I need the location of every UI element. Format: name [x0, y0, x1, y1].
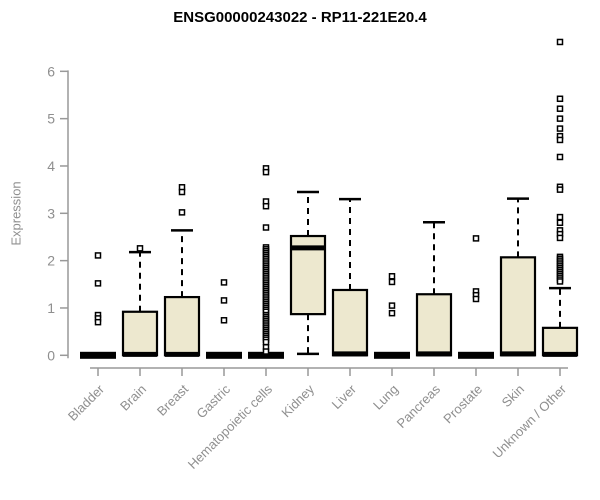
outlier-point [472, 235, 480, 242]
chart-title: ENSG00000243022 - RP11-221E20.4 [173, 9, 427, 26]
x-tick-label-skin: Skin [499, 382, 527, 410]
outlier-point [262, 348, 270, 355]
outlier-point [556, 115, 564, 122]
box-body [331, 288, 369, 357]
outlier-point [388, 273, 396, 280]
box-bladder [80, 252, 116, 359]
outlier-point [136, 245, 144, 252]
box-brain [121, 245, 159, 357]
flat-box [248, 351, 284, 359]
y-tick-label: 3 [47, 205, 55, 221]
box-unknown-other [541, 38, 579, 357]
y-tick-label: 1 [47, 300, 55, 316]
outlier-point [388, 278, 396, 286]
box-body [415, 293, 453, 357]
box-skin [499, 197, 537, 357]
outlier-point [220, 297, 228, 304]
x-tick-label-pancreas: Pancreas [394, 381, 444, 431]
box-body [541, 326, 579, 357]
box-kidney [289, 190, 327, 356]
outlier-point [262, 338, 270, 346]
outlier-point [556, 186, 564, 193]
outlier-point [388, 309, 396, 317]
x-tick-label-lung: Lung [370, 382, 401, 413]
outlier-point [556, 213, 564, 221]
y-axis: 0 1 2 3 4 5 6 [47, 63, 69, 363]
outlier-point [388, 302, 396, 309]
outlier-point [556, 234, 564, 242]
x-tick-label-kidney: Kidney [278, 381, 317, 420]
box-gastric [206, 279, 242, 359]
box-liver [331, 197, 369, 357]
outlier-point [556, 125, 564, 132]
box-body [121, 310, 159, 357]
x-tick-label-unknown-other: Unknown / Other [490, 381, 570, 461]
flat-box [458, 351, 494, 359]
outlier-point [178, 209, 186, 216]
box-body [499, 256, 537, 357]
outlier-point [556, 105, 564, 112]
outlier-point [94, 318, 102, 326]
x-tick-label-liver: Liver [329, 381, 360, 412]
y-tick-label: 5 [47, 111, 55, 127]
outlier-point [556, 38, 564, 46]
y-tick-label: 2 [47, 253, 55, 269]
flat-box [374, 351, 410, 359]
x-tick-label-gastric: Gastric [193, 381, 233, 421]
outlier-point [220, 317, 228, 324]
x-tick-label-bladder: Bladder [65, 381, 108, 424]
y-tick-label: 0 [47, 347, 55, 363]
box-lung [374, 273, 410, 359]
flat-box [80, 351, 116, 359]
x-tick-label-brain: Brain [117, 382, 149, 414]
outlier-point [94, 252, 102, 259]
outlier-point [556, 278, 564, 285]
outlier-point [262, 168, 270, 176]
x-tick-label-breast: Breast [154, 381, 191, 418]
box-body [163, 295, 201, 357]
outlier-point [262, 202, 270, 210]
outlier-point [472, 295, 480, 303]
y-tick-label: 4 [47, 158, 55, 174]
outlier-point [556, 219, 564, 227]
outlier-point [178, 188, 186, 196]
outlier-point [556, 95, 564, 103]
box-hematopoietic-cells [248, 165, 284, 359]
outlier-point [220, 279, 228, 286]
box-pancreas [415, 221, 453, 357]
outlier-point [556, 153, 564, 161]
box-prostate [458, 235, 494, 359]
y-tick-label: 6 [47, 63, 55, 79]
box-breast [163, 184, 201, 357]
outlier-point [556, 136, 564, 144]
x-tick-label-prostate: Prostate [440, 382, 485, 427]
flat-box [206, 351, 242, 359]
outlier-point [262, 224, 270, 231]
outlier-point [94, 280, 102, 287]
